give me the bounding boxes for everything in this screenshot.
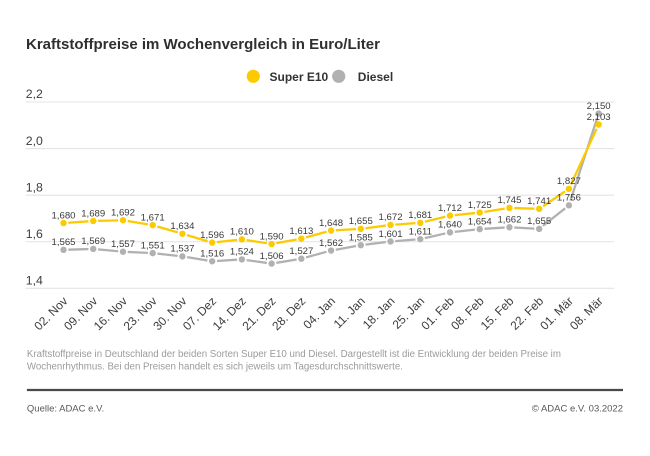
svg-text:1,648: 1,648 [319, 218, 343, 229]
svg-text:1,610: 1,610 [230, 227, 254, 238]
svg-text:1,527: 1,527 [289, 246, 313, 257]
svg-text:1,516: 1,516 [200, 249, 224, 260]
svg-text:1,596: 1,596 [200, 230, 224, 241]
svg-text:1,557: 1,557 [111, 239, 135, 250]
svg-text:1,551: 1,551 [141, 240, 165, 251]
svg-text:1,680: 1,680 [51, 210, 75, 221]
svg-text:1,640: 1,640 [438, 220, 462, 231]
svg-text:© ADAC e.V. 03.2022: © ADAC e.V. 03.2022 [532, 403, 623, 414]
svg-text:1,613: 1,613 [289, 226, 313, 237]
svg-text:2,2: 2,2 [26, 87, 43, 101]
svg-text:1,712: 1,712 [438, 203, 462, 214]
svg-text:1,671: 1,671 [141, 212, 165, 223]
svg-text:1,654: 1,654 [468, 216, 493, 227]
svg-text:1,537: 1,537 [170, 244, 194, 255]
svg-text:Diesel: Diesel [358, 70, 393, 84]
svg-text:1,524: 1,524 [230, 247, 255, 258]
svg-text:1,827: 1,827 [557, 176, 581, 187]
svg-text:1,745: 1,745 [497, 195, 521, 206]
svg-text:1,655: 1,655 [527, 216, 551, 227]
svg-text:1,689: 1,689 [81, 208, 105, 219]
svg-text:Wochenrhythmus. Bei den Preise: Wochenrhythmus. Bei den Preisen handelt … [27, 362, 403, 373]
svg-text:1,565: 1,565 [51, 237, 75, 248]
svg-text:1,585: 1,585 [349, 233, 373, 244]
svg-text:1,725: 1,725 [468, 200, 492, 211]
svg-text:2,150: 2,150 [587, 101, 611, 112]
svg-text:2,103: 2,103 [587, 112, 611, 123]
svg-text:1,601: 1,601 [379, 229, 403, 240]
svg-text:1,672: 1,672 [379, 212, 403, 223]
svg-text:Kraftstoffpreise in Deutschlan: Kraftstoffpreise in Deutschland der beid… [27, 349, 561, 360]
svg-text:1,506: 1,506 [260, 251, 284, 262]
svg-text:Quelle: ADAC e.V.: Quelle: ADAC e.V. [27, 403, 104, 414]
svg-text:1,662: 1,662 [497, 215, 521, 226]
svg-text:1,634: 1,634 [170, 221, 195, 232]
svg-text:Super E10: Super E10 [270, 70, 329, 84]
svg-text:2,0: 2,0 [26, 134, 43, 148]
svg-text:1,741: 1,741 [527, 196, 551, 207]
svg-text:1,611: 1,611 [409, 226, 432, 237]
svg-text:1,6: 1,6 [26, 227, 43, 241]
svg-text:1,681: 1,681 [408, 210, 432, 221]
svg-text:1,8: 1,8 [26, 180, 43, 194]
svg-text:1,569: 1,569 [81, 236, 105, 247]
svg-text:1,4: 1,4 [26, 274, 43, 288]
svg-text:1,756: 1,756 [557, 193, 581, 204]
svg-text:1,590: 1,590 [260, 231, 284, 242]
svg-text:Kraftstoffpreise im Wochenverg: Kraftstoffpreise im Wochenvergleich in E… [26, 36, 380, 53]
svg-text:1,692: 1,692 [111, 208, 135, 219]
svg-text:1,655: 1,655 [349, 216, 373, 227]
svg-text:1,562: 1,562 [319, 238, 343, 249]
